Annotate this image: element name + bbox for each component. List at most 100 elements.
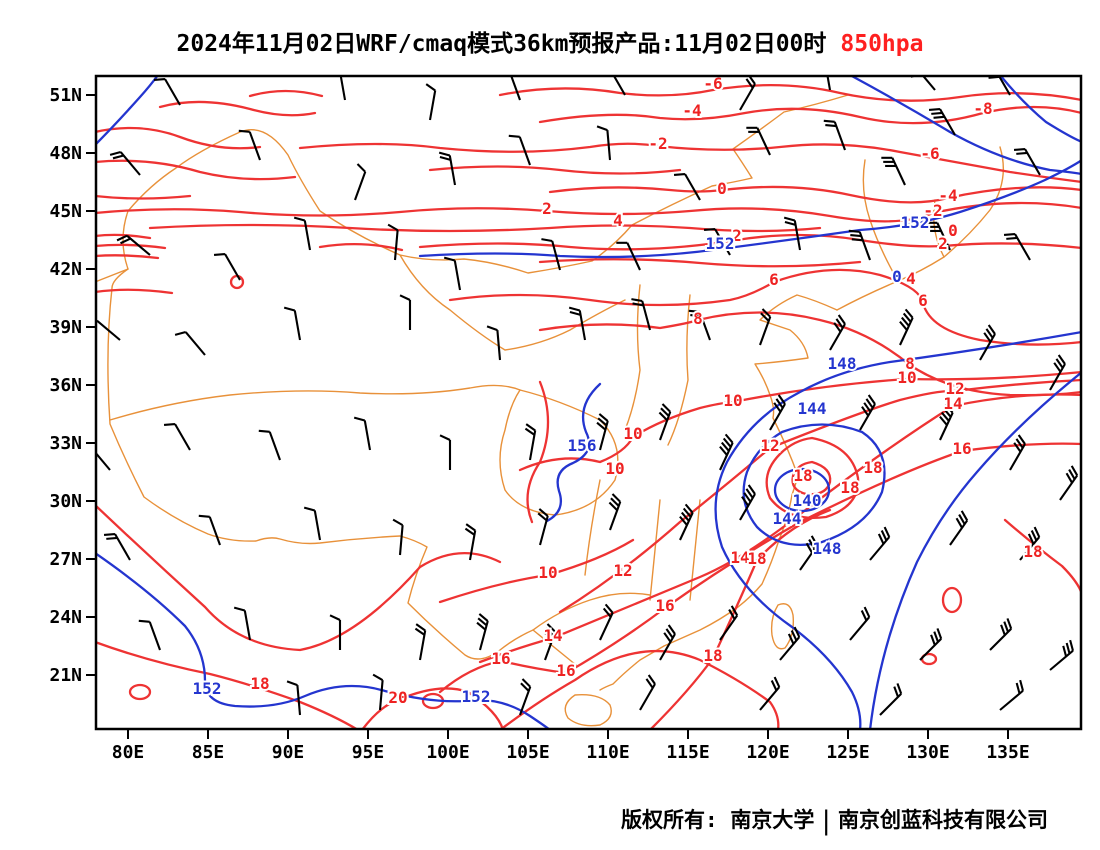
temperature-contour-label: 8 <box>693 309 703 328</box>
height-contour-label: 140 <box>793 491 822 510</box>
height-contour-label: 148 <box>828 354 857 373</box>
temperature-contour-label: 4 <box>906 269 916 288</box>
wind-barb <box>899 308 914 346</box>
wind-barb <box>999 679 1024 711</box>
wind-barb <box>1003 232 1031 261</box>
lon-tick-label: 80E <box>112 742 145 763</box>
temperature-contour-label: 14 <box>730 548 749 567</box>
axis-layer: 51N 48N 45N 42N 39N 36N 33N 30N 27N 24N 21N 80E 85E 9… <box>49 85 1029 763</box>
wind-barb <box>616 241 641 271</box>
wind-barb <box>153 77 181 106</box>
temperature-contour-label: 10 <box>723 391 742 410</box>
wind-barb <box>1059 465 1079 501</box>
wind-barb <box>779 626 801 661</box>
temperature-contours <box>95 84 1082 730</box>
temperature-contour-label: 2 <box>542 199 552 218</box>
wind-barb <box>759 308 772 346</box>
wind-barb <box>848 229 871 261</box>
temperature-contour-label: 18 <box>703 646 722 665</box>
wind-barb <box>476 613 489 651</box>
wind-barb <box>1019 526 1041 561</box>
wind-barb <box>286 680 302 716</box>
wind-barb <box>979 324 996 361</box>
temperature-contour-label: 10 <box>623 424 642 443</box>
temperature-contour-label: 8 <box>905 354 915 373</box>
height-contour-label: 148 <box>813 539 842 558</box>
height-contour-label: 152 <box>193 679 222 698</box>
temperature-contour-label: 16 <box>556 661 575 680</box>
height-contour-label: 152 <box>901 213 930 232</box>
wind-barb <box>949 510 969 546</box>
height-contours <box>95 75 1082 730</box>
wind-barb <box>198 514 221 546</box>
wind-barb <box>163 422 191 451</box>
wind-barb <box>659 624 676 661</box>
wind-barb <box>519 678 532 716</box>
wind-barb <box>719 433 734 471</box>
lat-tick-label: 36N <box>49 375 82 396</box>
wind-barb <box>138 619 161 651</box>
lon-tick-label: 110E <box>586 742 629 763</box>
wind-barb <box>879 683 903 716</box>
wind-barb <box>719 605 739 641</box>
lat-tick-label: 27N <box>49 549 82 570</box>
lat-tick-label: 21N <box>49 665 82 686</box>
lat-tick-label: 45N <box>49 201 82 222</box>
copyright-owner: 版权所有: 南京大学 <box>621 808 815 832</box>
wind-barb <box>783 216 802 251</box>
wind-barb <box>799 535 819 571</box>
wind-barb <box>414 623 427 661</box>
wind-barb <box>1049 639 1074 671</box>
wind-barb <box>826 75 832 91</box>
temperature-contour-label: -4 <box>938 186 957 205</box>
wind-barb <box>596 413 609 451</box>
chart-title: 2024年11月02日WRF/cmaq模式36km预报产品:11月02日00时 8… <box>0 24 1100 58</box>
wind-barb <box>1049 354 1066 391</box>
lat-tick-label: 24N <box>49 607 82 628</box>
wind-barb <box>537 508 549 546</box>
lat-tick-label: 39N <box>49 317 82 338</box>
wind-barb <box>919 628 943 661</box>
wind-barb <box>939 403 954 441</box>
wind-barb <box>829 314 846 351</box>
wind-barb <box>881 156 906 186</box>
wind-barb <box>608 493 622 531</box>
temperature-contour-label: 0 <box>717 179 727 198</box>
wind-barb <box>599 603 614 641</box>
wind-barb <box>928 107 956 136</box>
wind-barb <box>508 134 531 166</box>
lon-tick-label: 115E <box>666 742 709 763</box>
wind-barb <box>486 325 502 361</box>
temperature-contour-label: 14 <box>943 394 962 413</box>
temperature-contour-label: 18 <box>250 674 269 693</box>
wind-barb <box>596 125 612 161</box>
wind-barb <box>103 532 131 561</box>
wind-barb <box>174 331 206 356</box>
wind-barb <box>399 294 412 330</box>
temperature-contour-label: 12 <box>760 436 779 455</box>
lon-tick-label: 105E <box>506 742 549 763</box>
wind-barb <box>443 256 462 291</box>
wind-barb <box>739 75 756 111</box>
wind-barb <box>329 614 342 650</box>
wind-barb <box>1009 434 1026 471</box>
height-contour-label: 156 <box>568 436 597 455</box>
wind-barb <box>116 234 151 256</box>
wind-barb <box>746 126 771 156</box>
temperature-contour-label: 10 <box>605 459 624 478</box>
wind-barb <box>95 450 111 471</box>
temperature-contour-label: 10 <box>897 368 916 387</box>
lat-tick-label: 33N <box>49 433 82 454</box>
copyright-company: 南京创蓝科技有限公司 <box>838 808 1048 832</box>
wind-barb <box>859 394 876 431</box>
wind-barb <box>703 227 731 256</box>
temperature-contour-label: 2 <box>732 226 742 245</box>
temperature-contour-label: -8 <box>973 99 992 118</box>
wind-barb <box>439 434 452 470</box>
height-contour-label: 144 <box>773 509 802 528</box>
temperature-contour-label: -6 <box>920 144 939 163</box>
temperature-contour-label: -4 <box>682 101 701 120</box>
wind-barb <box>673 172 701 201</box>
